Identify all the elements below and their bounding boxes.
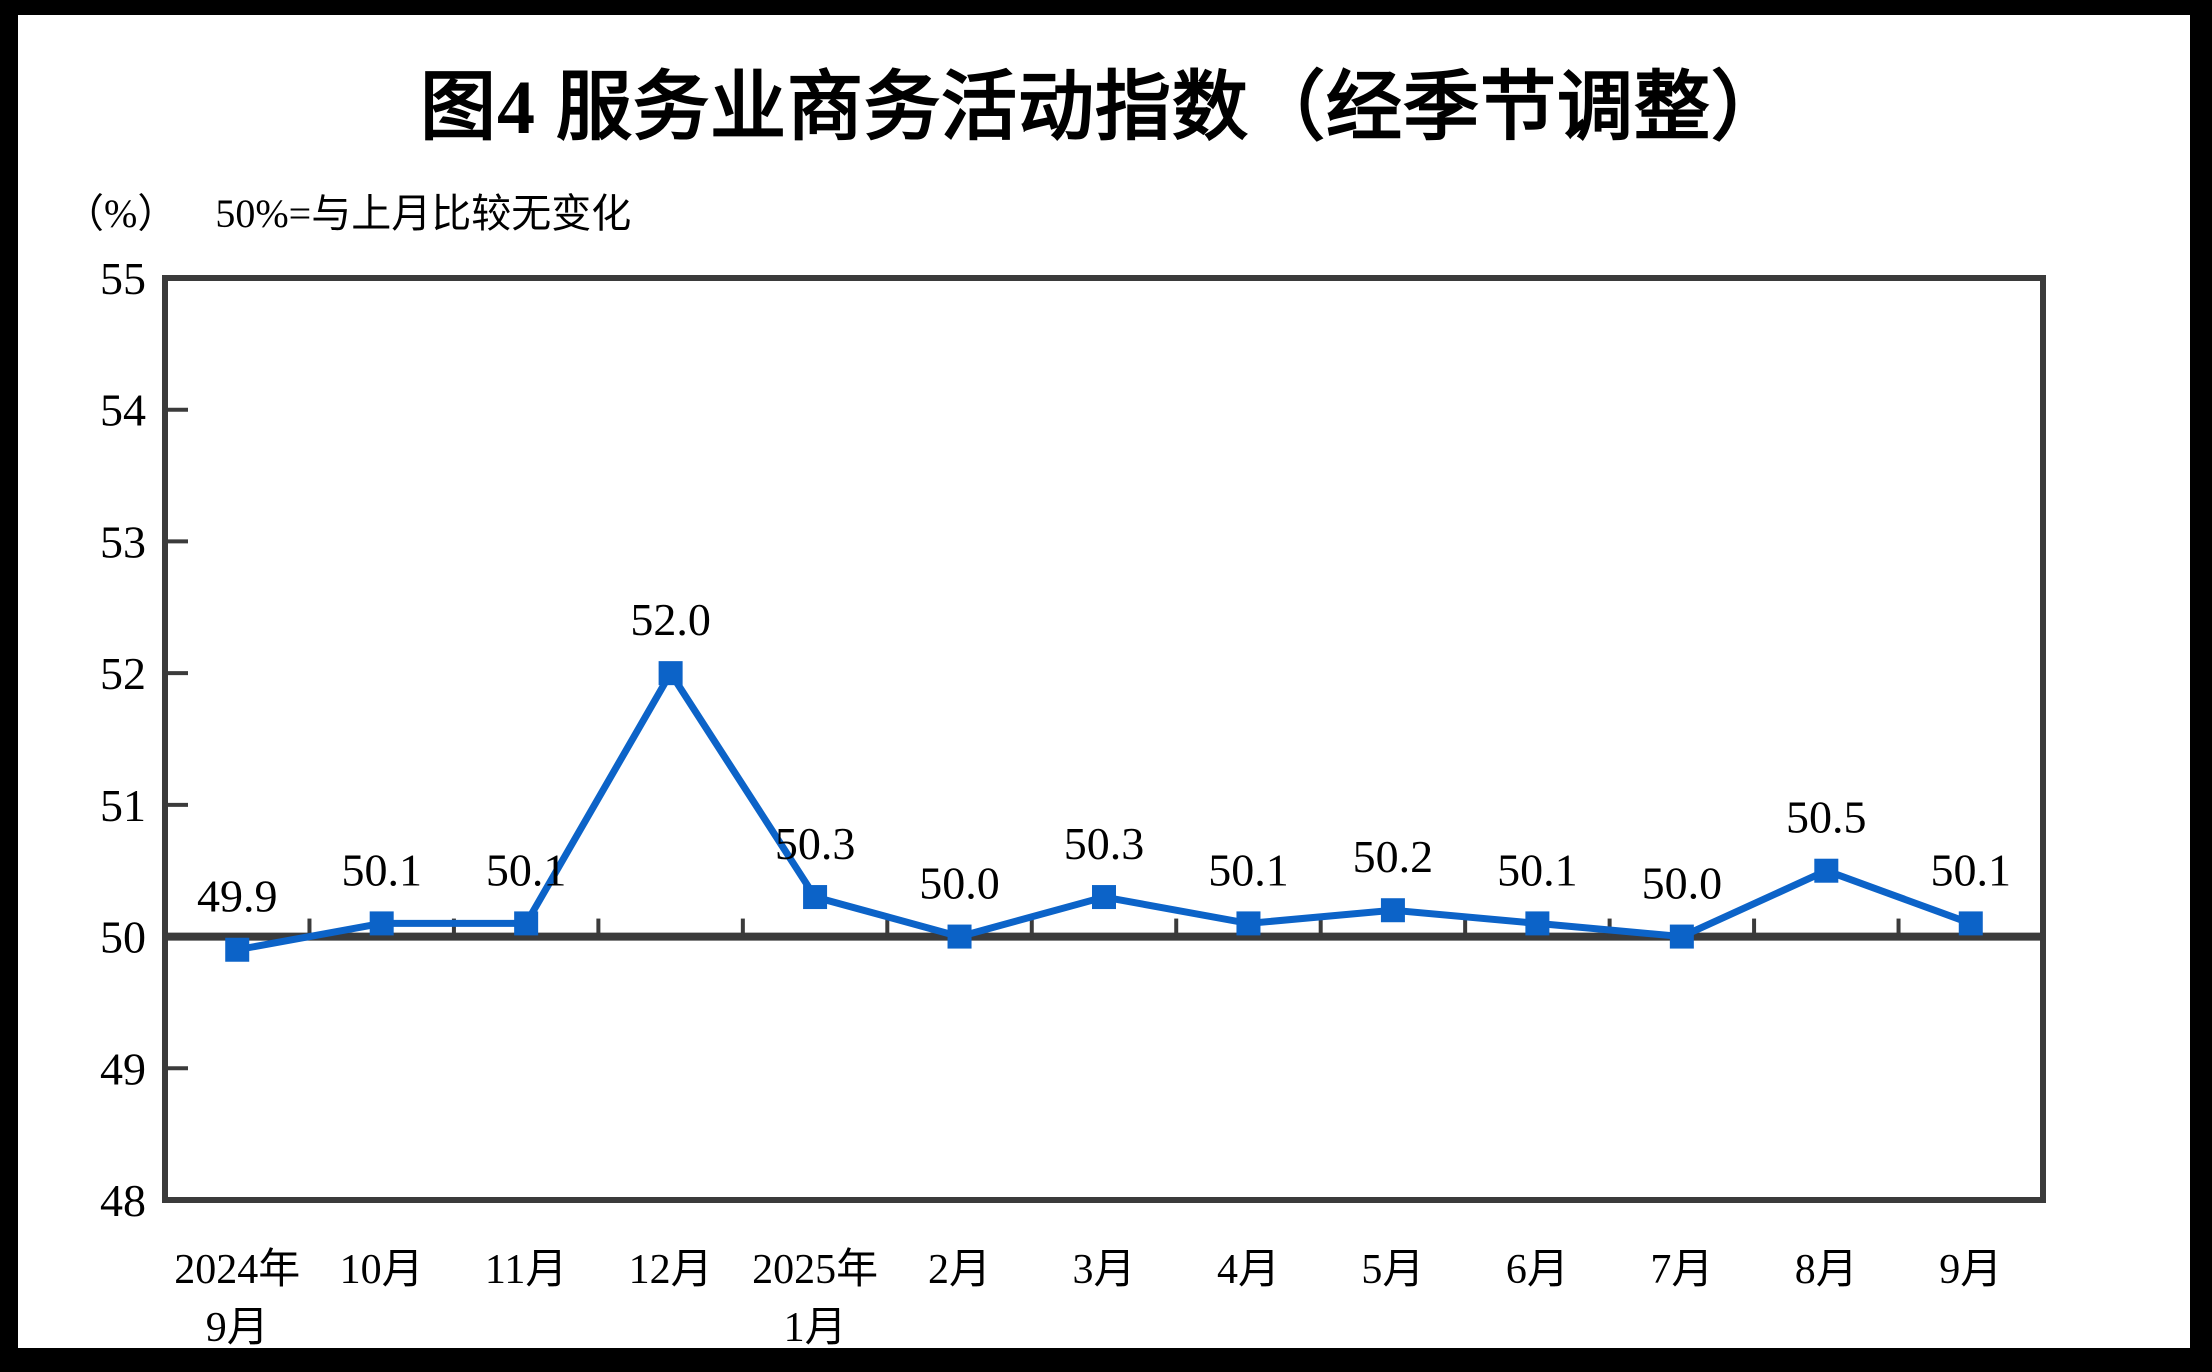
- data-label: 50.0: [919, 858, 1000, 909]
- y-axis-tick-label: 52: [100, 648, 146, 699]
- plot-frame: [162, 275, 2046, 1203]
- data-point-marker: [369, 911, 394, 936]
- y-axis-tick-label: 54: [100, 385, 146, 436]
- x-axis-tick-label: 9月: [1939, 1247, 2002, 1293]
- x-axis-tick-label: 6月: [1506, 1247, 1569, 1293]
- data-label: 50.1: [1497, 844, 1578, 895]
- data-label: 50.5: [1786, 792, 1867, 843]
- x-axis-tick-label: 4月: [1217, 1247, 1280, 1293]
- data-label: 50.3: [1064, 818, 1145, 869]
- x-axis-tick-label: 2025年: [752, 1246, 878, 1293]
- data-point-marker: [1814, 858, 1839, 883]
- data-point-marker: [947, 924, 972, 949]
- data-label: 52.0: [630, 594, 711, 645]
- line-chart: 48 49 50 51 52 53 54 55 49.9 50.1 50.1 52.0 50.3 50.0…: [100, 253, 2046, 1348]
- data-point-marker: [658, 661, 683, 686]
- x-axis-tick-label-line2: 1月: [784, 1305, 847, 1348]
- data-label: 50.0: [1642, 858, 1723, 909]
- data-label: 50.1: [486, 844, 567, 895]
- data-point-marker: [1669, 924, 1694, 949]
- x-axis-tick-label: 11月: [485, 1247, 567, 1293]
- data-label: 50.1: [1931, 844, 2012, 895]
- data-label: 50.1: [1208, 844, 1289, 895]
- x-axis-tick-label: 2月: [928, 1247, 991, 1293]
- data-point-marker: [1236, 911, 1261, 936]
- y-axis-unit-label: （%）: [64, 191, 178, 236]
- baseline-note: 50%=与上月比较无变化: [215, 191, 632, 236]
- x-axis-tick-label: 10月: [340, 1247, 424, 1293]
- data-point-marker: [514, 911, 539, 936]
- y-axis-tick-label: 49: [100, 1043, 146, 1094]
- data-point-marker: [1380, 898, 1405, 923]
- x-axis-tick-label: 7月: [1650, 1247, 1713, 1293]
- x-axis-tick-label-line2: 9月: [206, 1305, 269, 1348]
- y-axis-tick-label: 48: [100, 1175, 146, 1226]
- x-axis-tick-label: 2024年: [174, 1246, 300, 1293]
- data-label: 49.9: [197, 871, 278, 922]
- data-label: 50.3: [775, 818, 856, 869]
- y-axis-tick-label: 55: [100, 253, 146, 304]
- data-label: 50.2: [1353, 831, 1434, 882]
- data-point-marker: [803, 885, 828, 910]
- y-axis-tick-label: 51: [100, 780, 146, 831]
- data-point-marker: [1525, 911, 1550, 936]
- chart-subtitle: （%） 50%=与上月比较无变化: [64, 181, 631, 239]
- data-point-marker: [1958, 911, 1983, 936]
- data-point-marker: [225, 937, 250, 962]
- x-axis-tick-label: 12月: [629, 1247, 713, 1293]
- x-axis-tick-label: 8月: [1795, 1247, 1858, 1293]
- data-label: 50.1: [341, 844, 422, 895]
- chart-title: 图4 服务业商务活动指数（经季节调整）: [420, 66, 1788, 150]
- y-axis-tick-label: 50: [100, 912, 146, 963]
- chart-page: 图4 服务业商务活动指数（经季节调整） （%） 50%=与上月比较无变化 48 49…: [18, 15, 2190, 1348]
- x-axis-tick-label: 5月: [1361, 1247, 1424, 1293]
- data-point-marker: [1092, 885, 1116, 910]
- x-axis-tick-label: 3月: [1072, 1247, 1135, 1293]
- y-axis-tick-label: 53: [100, 516, 146, 567]
